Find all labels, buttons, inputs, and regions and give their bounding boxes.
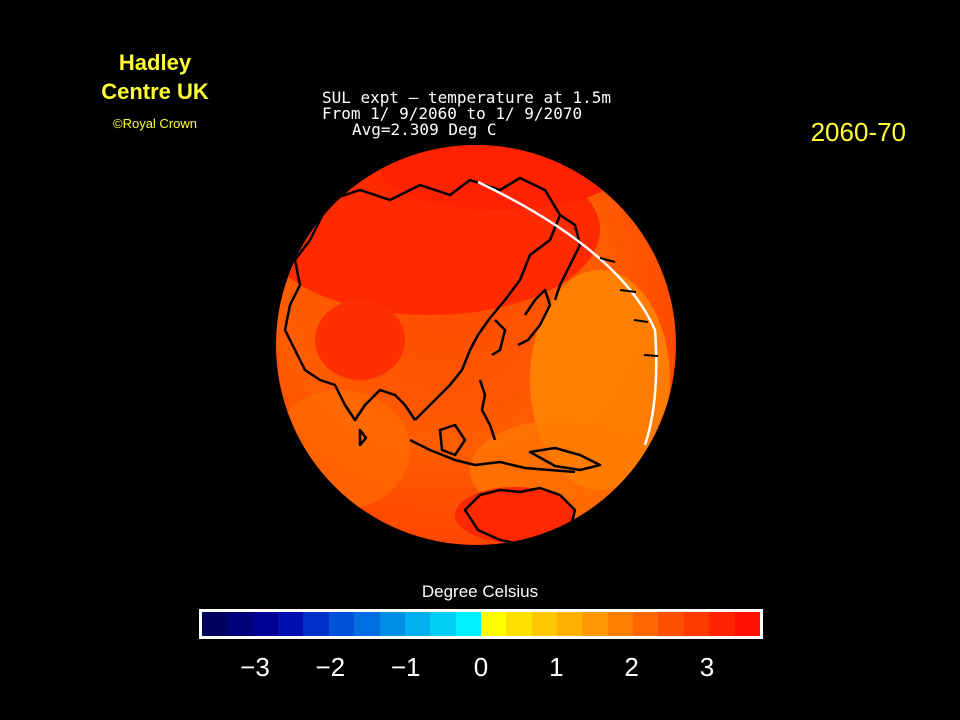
coastline-sri-lanka [358, 428, 368, 447]
header-line-3: Avg=2.309 Deg C [352, 120, 497, 139]
coastline-west-asia [283, 199, 332, 351]
colorbar-cell [709, 612, 735, 636]
plot-header: SUL expt — temperature at 1.5m From 1/ 9… [322, 90, 682, 138]
colorbar-tick-label: −2 [315, 652, 346, 682]
warm-region-arctic [380, 145, 620, 210]
coastline-borneo [438, 423, 467, 457]
credit-org-line2: Centre UK [101, 79, 209, 104]
coastline-australia [463, 486, 577, 547]
coastline-new-guinea [528, 446, 602, 472]
coastline-south-asia [293, 349, 417, 422]
colorbar-tick-label: 1 [549, 652, 564, 682]
warm-region-australia [455, 487, 575, 543]
credit-block: Hadley Centre UK ©Royal Crown [60, 48, 250, 131]
credit-org-line1: Hadley [118, 50, 192, 75]
coastline-taiwan-philippines [478, 379, 497, 441]
colorbar-cell [252, 612, 279, 636]
colorbar-cell [455, 612, 481, 636]
header-line-2: From 1/ 9/2060 to 1/ 9/2070 [322, 104, 583, 123]
terminator-ticks [599, 257, 659, 357]
cooler-region-indian-ocean [276, 390, 410, 510]
colorbar-cell [607, 612, 634, 636]
colorbar-tick-label: −3 [240, 652, 270, 682]
colorbar-cell [227, 612, 253, 636]
temperature-colorbar [199, 609, 763, 639]
period-label: 2060-70 [810, 117, 906, 147]
colorbar-tick-label: 0 [473, 652, 489, 682]
colorbar-tick-labels: −3 −2 −1 0 1 2 3 [205, 652, 757, 682]
legend-title: Degree Celsius [421, 582, 539, 601]
colorbar-cell [531, 612, 558, 636]
colorbar-cell [480, 612, 507, 636]
colorbar-cell [404, 612, 431, 636]
colorbar-cell [303, 612, 329, 636]
coastline-east-asia [414, 334, 480, 421]
colorbar-cell [379, 612, 405, 636]
coastline-kamchatka [553, 213, 582, 301]
coastline-japan [517, 288, 552, 347]
coastline-korea [491, 319, 507, 357]
colorbar-cell [658, 612, 684, 636]
header-line-1: SUL expt — temperature at 1.5m [322, 88, 611, 107]
colorbar-cell [734, 612, 760, 636]
terminator-line [477, 180, 658, 446]
credit-copyright: ©Royal Crown [113, 116, 197, 131]
coastline-indonesia [409, 438, 576, 474]
colorbar-tick-label: −1 [390, 652, 421, 682]
colorbar-cell [202, 612, 228, 636]
colorbar-cell [633, 612, 659, 636]
temperature-field [276, 145, 670, 543]
colorbar-tick-label: 3 [699, 652, 715, 682]
colorbar-cell [328, 612, 355, 636]
colorbar-cell [506, 612, 532, 636]
coastline-north-asia [329, 176, 562, 336]
colorbar-cell [278, 612, 304, 636]
colorbar-cell [582, 612, 608, 636]
warm-region-india [315, 300, 405, 380]
colorbar-cell [683, 612, 710, 636]
colorbar-tick-label: 2 [624, 652, 639, 682]
coastlines [283, 176, 602, 547]
colorbar-cell [557, 612, 583, 636]
colorbar-cell [430, 612, 456, 636]
colorbar-cell [354, 612, 380, 636]
